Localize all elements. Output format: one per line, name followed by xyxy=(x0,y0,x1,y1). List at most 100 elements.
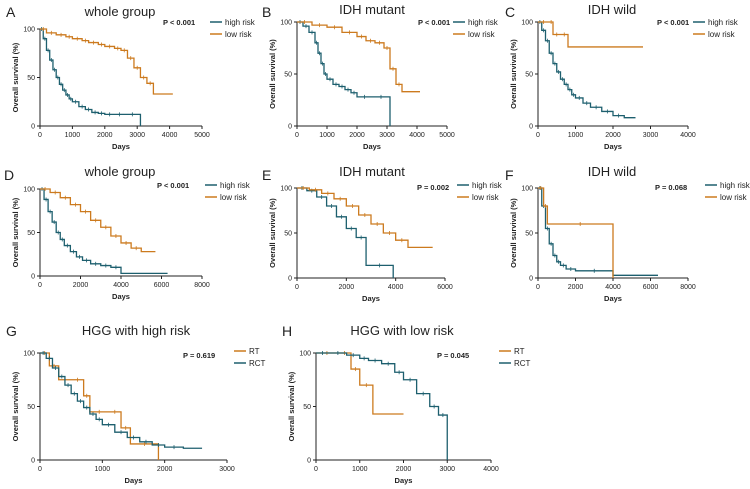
panel-e: E IDH mutant 0 50 100 0 2000 4000 6000 Days Overal… xyxy=(262,164,503,303)
y-tick-label: 50 xyxy=(525,231,533,238)
y-tick-label: 100 xyxy=(299,351,311,358)
p-value-label: P < 0.001 xyxy=(418,18,450,27)
y-tick-label: 0 xyxy=(529,276,533,283)
p-value-label: P = 0.002 xyxy=(417,183,449,192)
y-tick-label: 50 xyxy=(303,404,311,411)
y-tick-label: 50 xyxy=(284,231,292,238)
panel-title: IDH wild xyxy=(588,2,636,17)
p-value-label: P = 0.045 xyxy=(437,351,469,360)
legend-label: high risk xyxy=(220,181,251,190)
panel-title: whole group xyxy=(84,164,156,179)
km-curve-high-risk xyxy=(538,21,636,119)
x-tick-label: 6000 xyxy=(154,282,170,289)
x-tick-label: 8000 xyxy=(680,284,696,291)
legend-label: high risk xyxy=(468,18,499,27)
y-axis-label: Overall survival (%) xyxy=(287,371,296,441)
panel-letter: D xyxy=(4,167,14,183)
panel-letter: G xyxy=(6,323,17,339)
km-curve-high-risk xyxy=(40,188,168,275)
y-tick-label: 100 xyxy=(280,20,292,27)
x-tick-label: 4000 xyxy=(388,284,404,291)
x-tick-label: 0 xyxy=(38,132,42,139)
x-tick-label: 4000 xyxy=(409,132,425,139)
y-tick-label: 50 xyxy=(27,230,35,237)
x-tick-label: 3000 xyxy=(643,132,659,139)
y-axis-label: Overall survival (%) xyxy=(11,42,20,112)
x-tick-label: 6000 xyxy=(643,284,659,291)
km-curve-low-risk xyxy=(297,187,433,249)
p-value-label: P < 0.001 xyxy=(657,18,689,27)
x-tick-label: 4000 xyxy=(162,132,178,139)
p-value-label: P = 0.068 xyxy=(655,183,687,192)
x-tick-label: 8000 xyxy=(194,282,210,289)
x-tick-label: 3000 xyxy=(439,466,455,473)
panel-title: IDH mutant xyxy=(339,2,405,17)
x-tick-label: 0 xyxy=(536,132,540,139)
km-curve-high-risk xyxy=(297,21,391,126)
x-tick-label: 5000 xyxy=(439,132,455,139)
x-tick-label: 2000 xyxy=(568,284,584,291)
x-tick-label: 1000 xyxy=(319,132,335,139)
x-tick-label: 1000 xyxy=(95,466,111,473)
km-curve-low-risk xyxy=(538,187,614,278)
y-tick-label: 100 xyxy=(521,186,533,193)
legend-label: low risk xyxy=(472,193,500,202)
x-tick-label: 1000 xyxy=(65,132,81,139)
y-tick-label: 100 xyxy=(280,186,292,193)
km-curve-high-risk xyxy=(297,187,394,278)
km-curve-low-risk xyxy=(40,188,156,253)
x-axis-label: Days xyxy=(395,476,413,485)
x-axis-label: Days xyxy=(363,142,381,151)
x-tick-label: 4000 xyxy=(680,132,696,139)
y-axis-label: Overall survival (%) xyxy=(509,39,518,109)
y-tick-label: 100 xyxy=(521,20,533,27)
x-tick-label: 0 xyxy=(314,466,318,473)
x-tick-label: 5000 xyxy=(194,132,210,139)
legend-label: low risk xyxy=(708,30,736,39)
x-tick-label: 0 xyxy=(295,132,299,139)
x-tick-label: 3000 xyxy=(219,466,235,473)
panel-title: whole group xyxy=(84,4,156,19)
y-axis-label: Overall survival (%) xyxy=(11,197,20,267)
panel-f: F IDH wild 0 50 100 0 2000 4000 6000 8000 Days Over… xyxy=(505,164,750,303)
panel-letter: B xyxy=(262,4,271,20)
y-tick-label: 50 xyxy=(284,72,292,79)
legend-label: low risk xyxy=(468,30,496,39)
x-tick-label: 2000 xyxy=(339,284,355,291)
x-tick-label: 4000 xyxy=(605,284,621,291)
km-curve-high-risk xyxy=(538,187,658,276)
legend-label: high risk xyxy=(708,18,739,27)
km-curve-high-risk xyxy=(40,28,142,126)
x-tick-label: 6000 xyxy=(437,284,453,291)
y-tick-label: 0 xyxy=(307,458,311,465)
x-tick-label: 0 xyxy=(295,284,299,291)
legend-label: high risk xyxy=(720,181,750,190)
legend-label: low risk xyxy=(720,193,748,202)
km-curve-rt xyxy=(40,352,160,460)
legend-label: RT xyxy=(514,347,525,356)
panel-letter: E xyxy=(262,167,271,183)
x-axis-label: Days xyxy=(362,294,380,303)
x-tick-label: 2000 xyxy=(157,466,173,473)
x-tick-label: 2000 xyxy=(396,466,412,473)
p-value-label: P = 0.619 xyxy=(183,351,215,360)
legend-label: RCT xyxy=(249,359,266,368)
x-axis-label: Days xyxy=(604,142,622,151)
panel-letter: H xyxy=(282,323,292,339)
y-axis-label: Overall survival (%) xyxy=(268,198,277,268)
panel-title: HGG with high risk xyxy=(82,323,191,338)
panel-title: HGG with low risk xyxy=(350,323,454,338)
p-value-label: P < 0.001 xyxy=(157,181,189,190)
x-axis-label: Days xyxy=(112,142,130,151)
x-tick-label: 2000 xyxy=(97,132,113,139)
km-curve-low-risk xyxy=(40,28,173,95)
legend-label: high risk xyxy=(225,18,256,27)
x-tick-label: 4000 xyxy=(113,282,129,289)
panel-letter: F xyxy=(505,167,514,183)
km-curve-rct xyxy=(316,352,448,460)
km-curve-rt xyxy=(316,352,404,415)
y-tick-label: 0 xyxy=(31,124,35,131)
